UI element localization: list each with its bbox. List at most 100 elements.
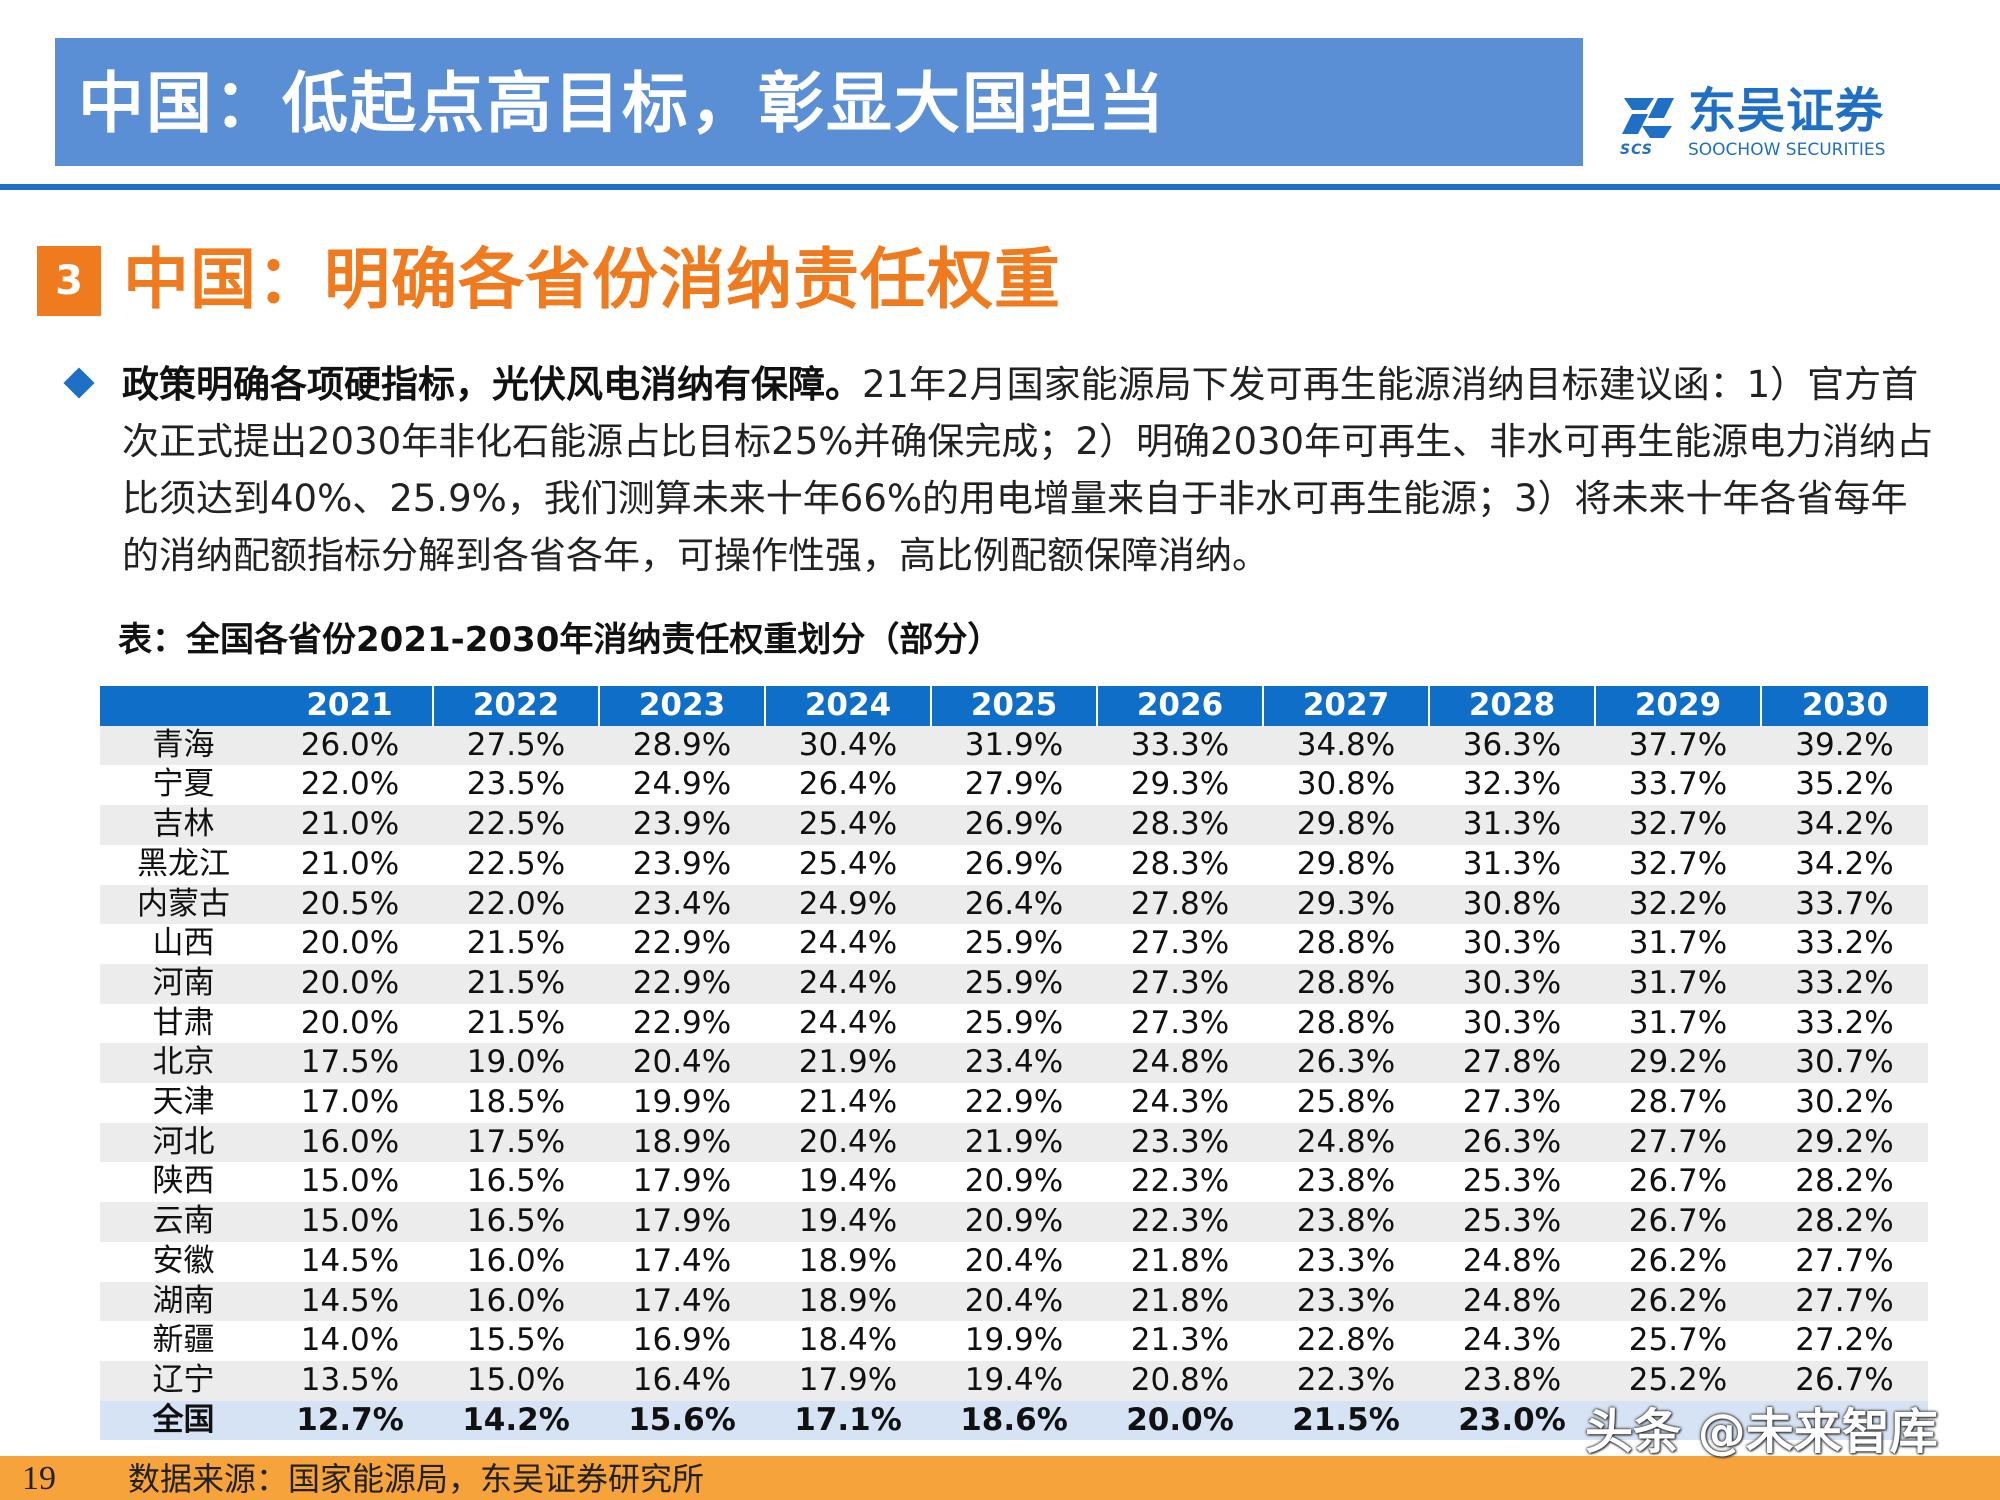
page-number: 19 bbox=[22, 1460, 56, 1497]
quota-cell: 17.5% bbox=[433, 1122, 599, 1163]
quota-cell: 27.9% bbox=[931, 765, 1097, 806]
province-name: 河南 bbox=[100, 963, 267, 1004]
quota-cell: 14.2% bbox=[433, 1400, 599, 1441]
quota-cell: 27.2% bbox=[1761, 1321, 1928, 1361]
quota-cell: 18.9% bbox=[765, 1241, 931, 1282]
table-row: 云南 15.0% 16.5% 17.9% 19.4% 20.9% 22.3% 23.8% 25.… bbox=[100, 1202, 1928, 1242]
province-name: 辽宁 bbox=[100, 1360, 267, 1401]
year-header-2028: 2028 bbox=[1429, 686, 1596, 726]
quota-cell: 34.2% bbox=[1761, 805, 1928, 845]
table-row: 宁夏 22.0% 23.5% 24.9% 26.4% 27.9% 29.3% 30.8% 32.… bbox=[100, 765, 1928, 806]
quota-cell: 22.9% bbox=[931, 1083, 1097, 1123]
quota-cell: 26.2% bbox=[1595, 1281, 1761, 1322]
quota-cell: 18.9% bbox=[599, 1122, 765, 1163]
company-logo: SCS 东吴证券 SOOCHOW SECURITIES bbox=[1618, 86, 1898, 160]
header-divider bbox=[0, 184, 2000, 190]
table-row: 北京 17.5% 19.0% 20.4% 21.9% 23.4% 24.8% 26.3% 27.… bbox=[100, 1043, 1928, 1084]
year-header-2027: 2027 bbox=[1263, 686, 1430, 726]
quota-cell: 30.3% bbox=[1429, 924, 1595, 964]
quota-cell: 21.5% bbox=[433, 924, 599, 964]
quota-cell: 15.0% bbox=[267, 1202, 433, 1242]
province-name: 陕西 bbox=[100, 1162, 267, 1203]
quota-cell: 26.9% bbox=[931, 844, 1097, 885]
page-title: 中国：低起点高目标，彰显大国担当 bbox=[78, 65, 1166, 142]
quota-cell: 30.2% bbox=[1761, 1083, 1928, 1123]
province-name: 河北 bbox=[100, 1122, 267, 1163]
quota-cell: 31.7% bbox=[1595, 924, 1761, 964]
table-row: 河南 20.0% 21.5% 22.9% 24.4% 25.9% 27.3% 28.8% 30.… bbox=[100, 963, 1928, 1004]
quota-cell: 24.9% bbox=[599, 765, 765, 806]
quota-cell: 23.8% bbox=[1429, 1360, 1595, 1401]
quota-cell: 20.0% bbox=[267, 924, 433, 964]
quota-cell: 22.3% bbox=[1097, 1162, 1263, 1203]
quota-cell: 23.9% bbox=[599, 805, 765, 845]
province-name: 内蒙古 bbox=[100, 884, 267, 925]
quota-cell: 26.4% bbox=[765, 765, 931, 806]
quota-cell: 28.3% bbox=[1097, 805, 1263, 845]
quota-cell: 21.9% bbox=[931, 1122, 1097, 1163]
quota-cell: 29.3% bbox=[1097, 765, 1263, 806]
table-row: 内蒙古 20.5% 22.0% 23.4% 24.9% 26.4% 27.8% 29.3% 30… bbox=[100, 884, 1928, 925]
table-row: 辽宁 13.5% 15.0% 16.4% 17.9% 19.4% 20.8% 22.3% 23.… bbox=[100, 1360, 1928, 1401]
quota-cell: 20.9% bbox=[931, 1162, 1097, 1203]
quota-cell: 18.9% bbox=[765, 1281, 931, 1322]
quota-cell: 26.7% bbox=[1761, 1360, 1928, 1401]
quota-cell: 24.8% bbox=[1429, 1281, 1595, 1322]
quota-cell: 26.0% bbox=[267, 725, 433, 766]
quota-cell: 21.9% bbox=[765, 1043, 931, 1084]
quota-cell: 30.3% bbox=[1429, 1003, 1595, 1044]
quota-cell: 24.4% bbox=[765, 1003, 931, 1044]
quota-cell: 27.7% bbox=[1761, 1281, 1928, 1322]
quota-cell: 30.8% bbox=[1429, 884, 1595, 925]
quota-cell: 23.8% bbox=[1263, 1202, 1429, 1242]
quota-cell: 24.9% bbox=[765, 884, 931, 925]
quota-cell: 15.6% bbox=[599, 1400, 765, 1441]
quota-cell: 30.4% bbox=[765, 725, 931, 766]
quota-cell: 26.7% bbox=[1595, 1162, 1761, 1203]
quota-cell: 20.5% bbox=[267, 884, 433, 925]
quota-cell: 30.7% bbox=[1761, 1043, 1928, 1084]
year-header-2024: 2024 bbox=[765, 686, 932, 726]
quota-cell: 21.0% bbox=[267, 844, 433, 885]
quota-cell: 27.3% bbox=[1097, 924, 1263, 964]
logo-chinese-name: 东吴证券 bbox=[1688, 83, 1885, 139]
quota-cell: 17.4% bbox=[599, 1241, 765, 1282]
quota-cell: 12.7% bbox=[267, 1400, 433, 1441]
data-source: 数据来源：国家能源局，东吴证券研究所 bbox=[128, 1460, 705, 1498]
quota-cell: 20.4% bbox=[599, 1043, 765, 1084]
year-header-2026: 2026 bbox=[1097, 686, 1264, 726]
quota-cell: 23.3% bbox=[1263, 1241, 1429, 1282]
quota-cell: 19.4% bbox=[765, 1202, 931, 1242]
quota-cell: 25.4% bbox=[765, 805, 931, 845]
quota-cell: 22.9% bbox=[599, 1003, 765, 1044]
quota-cell: 18.6% bbox=[931, 1400, 1097, 1441]
quota-cell: 31.3% bbox=[1429, 805, 1595, 845]
quota-cell: 31.3% bbox=[1429, 844, 1595, 885]
quota-cell: 21.5% bbox=[433, 1003, 599, 1044]
quota-cell: 18.4% bbox=[765, 1321, 931, 1361]
quota-cell: 23.4% bbox=[931, 1043, 1097, 1084]
province-name: 湖南 bbox=[100, 1281, 267, 1322]
quota-cell: 20.0% bbox=[267, 1003, 433, 1044]
quota-cell: 16.0% bbox=[433, 1281, 599, 1322]
quota-cell: 29.8% bbox=[1263, 844, 1429, 885]
quota-cell: 28.8% bbox=[1263, 1003, 1429, 1044]
quota-cell: 31.9% bbox=[931, 725, 1097, 766]
quota-cell: 17.9% bbox=[599, 1202, 765, 1242]
soochow-logo-icon bbox=[1622, 98, 1674, 138]
diamond-bullet-icon bbox=[63, 367, 95, 399]
quota-cell: 25.4% bbox=[765, 844, 931, 885]
quota-cell: 37.7% bbox=[1595, 725, 1761, 766]
year-header-2025: 2025 bbox=[931, 686, 1098, 726]
province-name: 宁夏 bbox=[100, 765, 267, 806]
table-row: 安徽 14.5% 16.0% 17.4% 18.9% 20.4% 21.8% 23.3% 24.… bbox=[100, 1241, 1928, 1282]
province-name: 全国 bbox=[100, 1400, 267, 1441]
year-header-2029: 2029 bbox=[1595, 686, 1762, 726]
table-row: 山西 20.0% 21.5% 22.9% 24.4% 25.9% 27.3% 28.8% 30.… bbox=[100, 924, 1928, 964]
quota-cell: 25.9% bbox=[931, 924, 1097, 964]
quota-cell: 27.3% bbox=[1429, 1083, 1595, 1123]
quota-cell: 17.0% bbox=[267, 1083, 433, 1123]
quota-cell: 27.3% bbox=[1097, 963, 1263, 1004]
province-name: 云南 bbox=[100, 1202, 267, 1242]
quota-cell: 23.8% bbox=[1263, 1162, 1429, 1203]
